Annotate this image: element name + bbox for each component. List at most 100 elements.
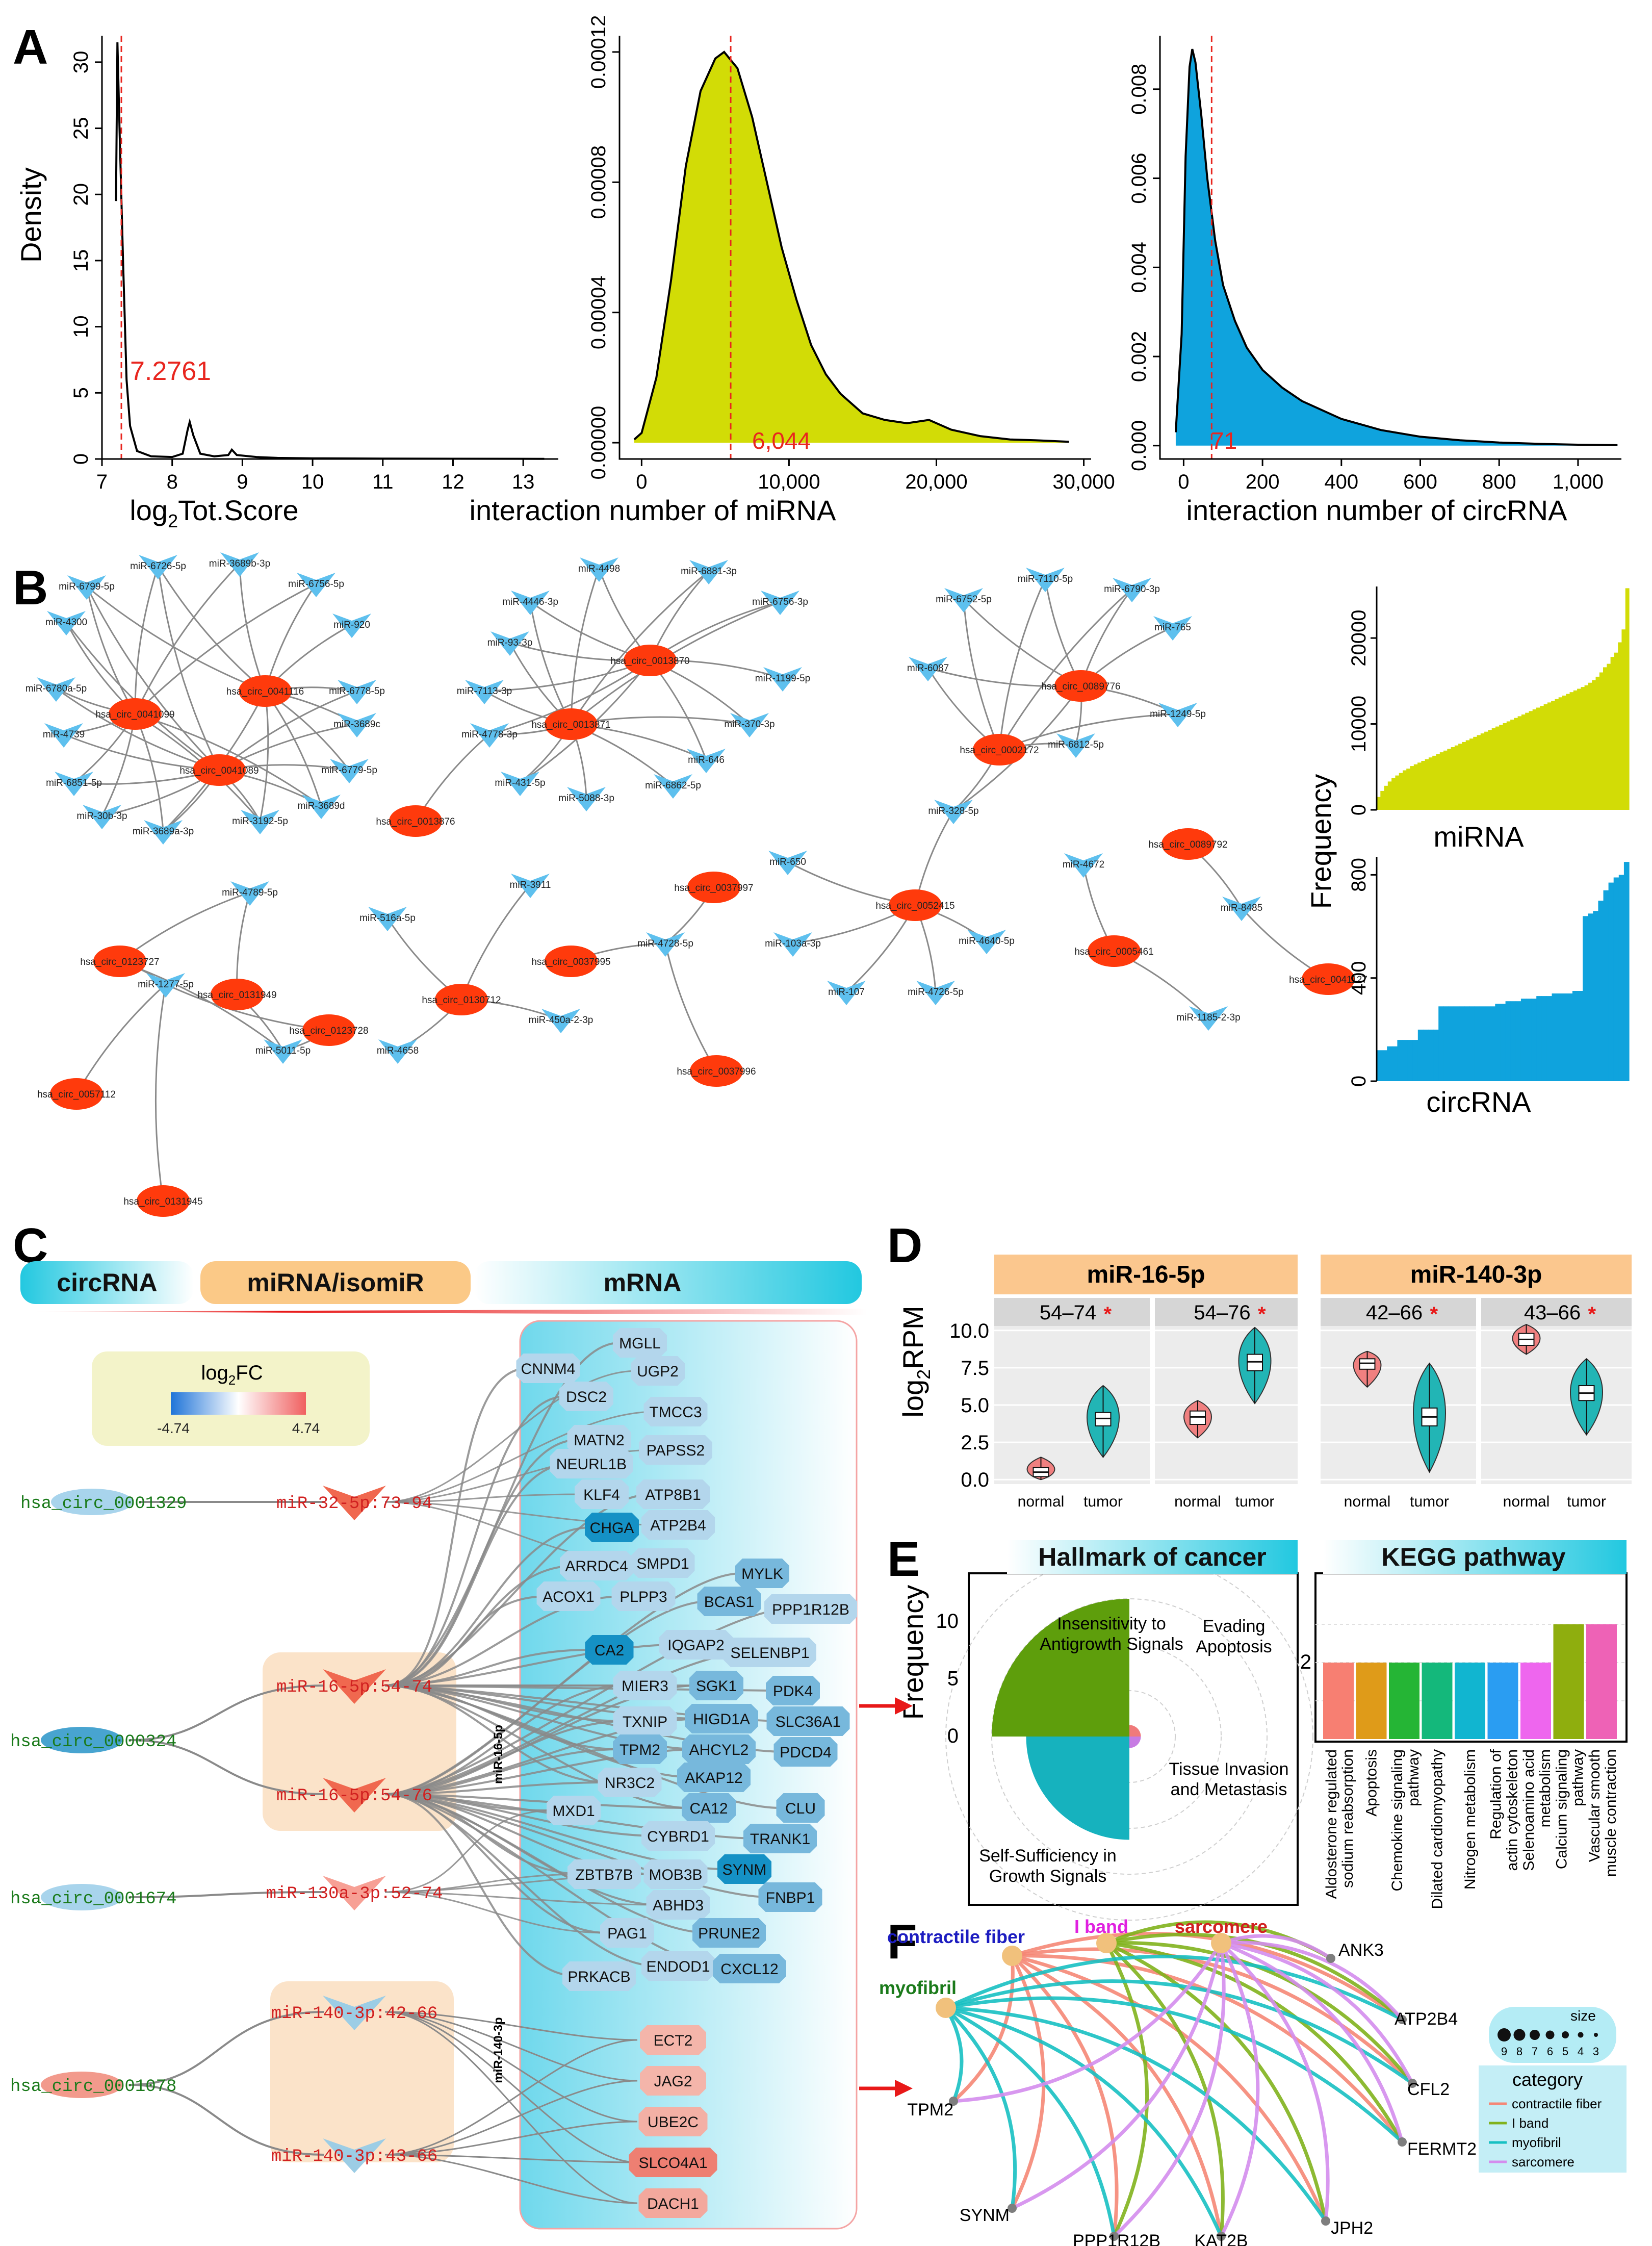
b-circrna-node — [1302, 963, 1355, 995]
b-mirna-label: miR-4672 — [1063, 859, 1104, 870]
b-mirna-node — [302, 795, 341, 819]
c-mir-gene-link — [384, 1411, 656, 1503]
c-mir-gene-link — [384, 2011, 638, 2123]
b-mirna-node — [501, 772, 539, 796]
c-mir-gene-link — [384, 1748, 620, 1795]
b-circrna-node — [239, 675, 292, 707]
c-gene-label: MXD1 — [552, 1803, 595, 1820]
b-circrna-node — [889, 889, 942, 921]
c-gene-label: PDK4 — [773, 1683, 813, 1700]
a1-ylabel: Density — [15, 167, 47, 263]
b-mirna-label: miR-1277-5p — [138, 979, 194, 990]
c-gene-node-up — [640, 2066, 706, 2096]
c-gene-label: IQGAP2 — [667, 1637, 725, 1654]
f-gene-node — [1398, 2015, 1407, 2024]
e-kegg-bar — [1389, 1663, 1419, 1739]
b-mirna-label: miR-646 — [688, 755, 725, 765]
c-gene-node — [643, 1397, 708, 1426]
d-facet-star: * — [1104, 1303, 1112, 1325]
b-mirna-bar — [1451, 747, 1455, 810]
f-size-legend-value: 8 — [1516, 2045, 1522, 2058]
b-circrna-bar — [1613, 877, 1619, 1081]
d-facet-strip — [1481, 1298, 1632, 1328]
e-kegg-label: Vascular smoothmuscle contraction — [1586, 1749, 1619, 1877]
b-mirna-node — [55, 772, 93, 796]
c-gene-node — [516, 1354, 580, 1383]
c-gene-node — [743, 1824, 817, 1853]
b-circrna-node — [1161, 828, 1215, 860]
e-kegg-bar — [1323, 1663, 1354, 1739]
a2-axes — [618, 36, 1091, 460]
b-mirna-bar — [1499, 725, 1504, 810]
panel-label-a: A — [13, 20, 48, 74]
b-mirna-node — [230, 881, 269, 906]
e-ytick-label: 0 — [947, 1725, 959, 1747]
b-circrna-bar — [1438, 1006, 1444, 1081]
b-mirna-bar — [1399, 773, 1403, 810]
b-circrna-label: hsa_circ_0123727 — [80, 957, 159, 967]
c-gene-node — [613, 1734, 667, 1764]
c-gene-label: AKAP12 — [685, 1770, 742, 1786]
b-mirna-bar — [1573, 690, 1578, 810]
e-hallmark-sector — [1026, 1737, 1129, 1840]
b-mirna-bar — [1510, 720, 1514, 810]
panel-b-network: miR-6726-5p miR-3689b-3p miR-6799-5p miR-67… — [25, 552, 1367, 1217]
a1-xtick-label: 8 — [167, 471, 178, 493]
a2-density-line — [633, 50, 1069, 443]
c-gene-label: SLC36A1 — [776, 1714, 841, 1730]
b-circrna-bar — [1552, 993, 1558, 1081]
b-mirna-node — [264, 1039, 302, 1064]
panel-label-f: F — [887, 1915, 917, 1969]
b-mirna-bar — [1384, 785, 1388, 810]
e-kegg-bar — [1487, 1663, 1518, 1739]
b-mirna-label: miR-6752-5p — [936, 594, 992, 605]
b-circrna-bar — [1567, 993, 1573, 1081]
b-mirna-bar — [1473, 736, 1478, 810]
e-kegg-label-line: Calcium signaling — [1554, 1749, 1570, 1869]
b-mirna-bar — [1543, 704, 1548, 810]
b-circrna-bar — [1495, 1004, 1501, 1081]
e-ytick-label: 5 — [947, 1668, 959, 1690]
b-mirna-label: miR-6756-5p — [288, 579, 344, 590]
c-gene-node — [724, 1638, 816, 1667]
c-circ-mir-link — [130, 1739, 324, 1795]
d-facet-strip — [1155, 1298, 1298, 1328]
c-gene-label: MATN2 — [574, 1432, 624, 1449]
c-mir16-box — [263, 1652, 456, 1831]
f-edge — [1105, 1942, 1225, 2237]
c-gene-node — [613, 1328, 667, 1358]
c-circrna-label: hsa_circ_0001329 — [20, 1494, 187, 1514]
c-gene-node — [735, 1559, 789, 1588]
c-mir140-box — [270, 1981, 454, 2162]
c-circ-mir-link — [130, 2011, 324, 2086]
b-circrna-node — [137, 1185, 190, 1217]
b-network-link — [460, 884, 531, 1000]
a3-xtick-label: 600 — [1403, 471, 1437, 493]
b-circrna-label: hsa_circ_0041127 — [1289, 975, 1367, 985]
f-category-label: contractile fiber — [887, 1926, 1025, 1947]
c-mir-gene-link — [384, 1493, 582, 1503]
c-gene-label: NR3C2 — [605, 1775, 655, 1792]
b-mirna-bar — [1439, 752, 1444, 810]
c-mir-gene-link — [384, 1526, 592, 1687]
f-size-legend-value: 7 — [1532, 2045, 1538, 2058]
c-gene-node — [659, 1630, 733, 1660]
a3-ytick-label: 0.006 — [1128, 153, 1150, 204]
f-edge — [953, 1942, 1223, 2103]
f-edge — [1012, 1947, 1414, 2085]
b-mirna-bar — [1610, 657, 1615, 810]
c-gene-label: DSC2 — [566, 1389, 607, 1406]
b-circrna-node — [302, 1014, 355, 1046]
a3-ytick-label: 0.002 — [1128, 331, 1150, 382]
c-gene-label: SGK1 — [696, 1678, 737, 1695]
b-mirna-node — [378, 1039, 417, 1064]
b-mirna-label: miR-765 — [1154, 622, 1191, 633]
b-mirna-label: miR-6881-3p — [681, 566, 737, 577]
f-category-node — [936, 1998, 956, 2018]
b-circrna-node — [1088, 935, 1141, 967]
c-gene-label: FNBP1 — [766, 1890, 815, 1906]
b-circrna-bar — [1510, 1001, 1516, 1081]
b-circrna-bar — [1464, 1006, 1470, 1081]
b-mirna-label: miR-4778-3p — [461, 729, 518, 740]
b-mirna-bar — [1599, 672, 1604, 810]
